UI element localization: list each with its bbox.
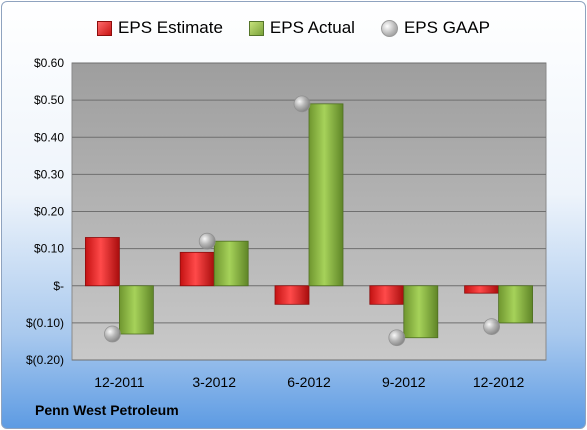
legend-label-estimate: EPS Estimate [118,18,223,37]
gaap-points [104,95,501,347]
point-eps-gaap [483,318,501,335]
legend-item-estimate: EPS Estimate [97,18,223,38]
y-tick-label: $0.60 [34,56,64,70]
gaap-swatch-icon [380,19,398,37]
point-eps-gaap [293,95,311,113]
legend-label-actual: EPS Actual [269,18,355,37]
legend: EPS Estimate EPS Actual EPS GAAP [2,18,585,38]
bar-eps-actual [213,240,249,287]
x-tick-label: 9-2012 [382,374,426,390]
bar-eps-actual [308,103,344,287]
x-axis: 12-2011 3-2012 6-2012 9-2012 12-2012 [94,374,524,390]
x-tick-label: 12-2011 [94,374,145,390]
y-tick-label: $(0.20) [26,353,64,367]
point-eps-gaap [388,329,406,347]
bar-eps-estimate [274,285,310,305]
legend-item-actual: EPS Actual [248,18,355,38]
bars [85,103,534,339]
bar-eps-estimate [369,285,405,305]
y-tick-label: $0.50 [34,93,64,107]
y-tick-label: $0.10 [34,242,64,256]
x-tick-label: 6-2012 [287,374,331,390]
legend-item-gaap: EPS GAAP [380,18,490,38]
bar-eps-estimate [85,237,120,287]
x-tick-label: 12-2012 [473,374,525,390]
estimate-swatch-icon [97,20,113,36]
x-tick-label: 3-2012 [192,374,236,390]
point-eps-gaap [198,232,216,250]
y-tick-label: $0.30 [34,167,64,181]
legend-label-gaap: EPS GAAP [403,18,490,37]
bar-eps-actual [119,285,154,335]
y-axis: $0.60 $0.50 $0.40 $0.30 $0.20 $0.10 $- $(0.10) $… [26,56,64,367]
bar-eps-estimate [464,285,500,294]
bar-eps-estimate [179,251,215,287]
bar-eps-actual [403,285,439,339]
actual-swatch-icon [248,20,264,36]
y-tick-label: $- [53,279,64,293]
y-tick-label: $(0.10) [26,316,64,330]
point-eps-gaap [104,325,121,343]
bar-eps-actual [498,285,534,324]
y-tick-label: $0.40 [34,130,64,144]
y-tick-label: $0.20 [34,205,64,219]
company-name: Penn West Petroleum [35,402,179,418]
